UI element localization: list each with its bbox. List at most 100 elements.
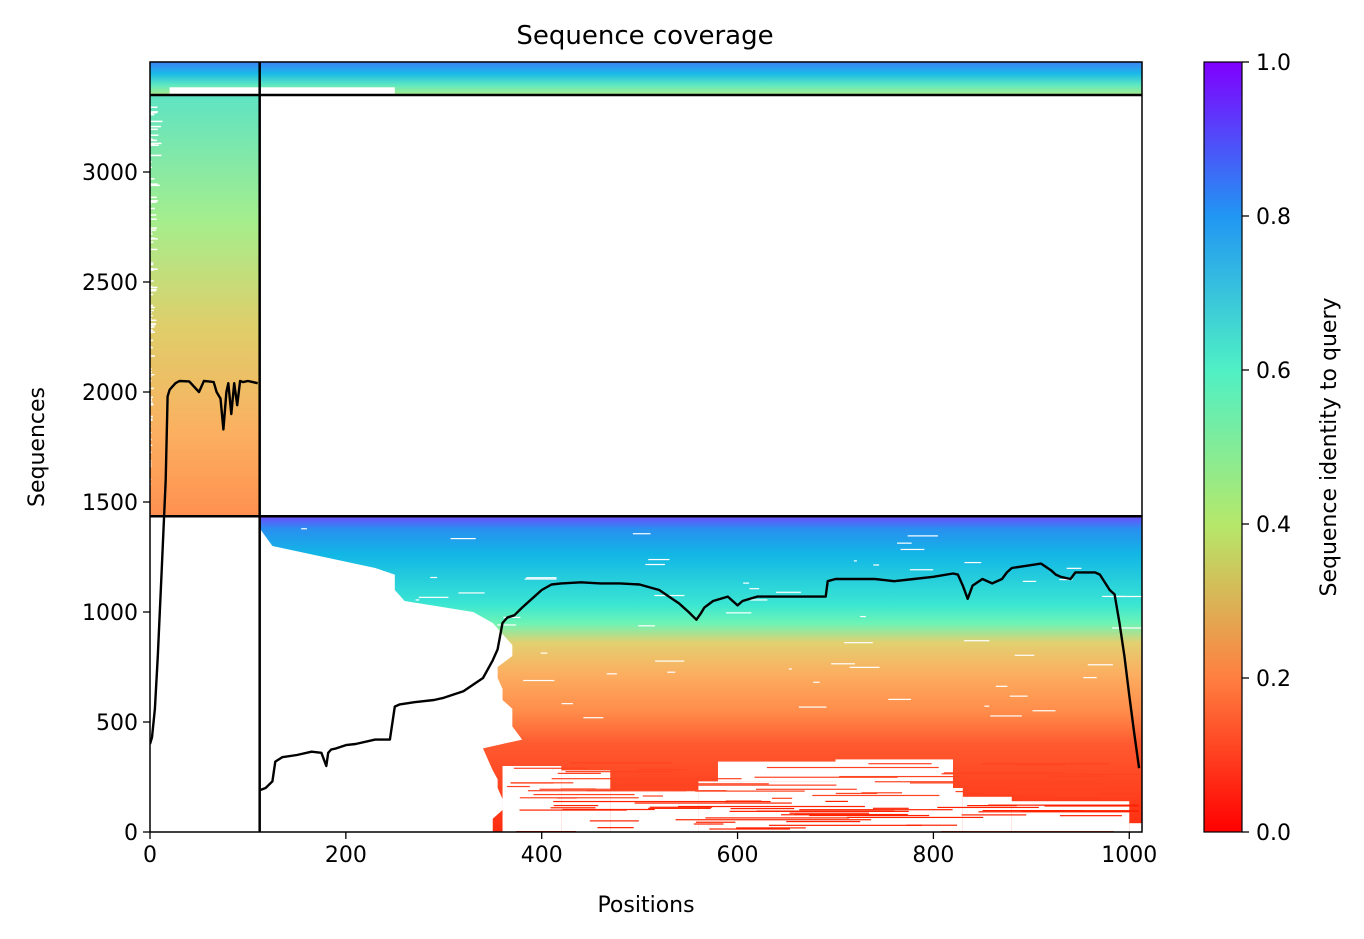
segment-1-gap	[150, 241, 154, 243]
segment-1-gap	[150, 113, 155, 116]
sparse-alignment	[839, 775, 963, 778]
segment-2-gap	[606, 673, 618, 675]
sparse-alignment	[649, 806, 713, 808]
segment-2-gap	[964, 640, 990, 642]
segment-2-gap	[853, 560, 857, 562]
colorbar-ticks: 0.0 0.2 0.4 0.6 0.8 1.0	[1242, 51, 1291, 846]
segment-2-gap	[446, 698, 461, 700]
segment-2-gap	[301, 528, 307, 530]
sparse-alignment	[676, 784, 837, 786]
y-tick-label: 500	[96, 711, 138, 736]
segment-1-gap	[150, 290, 153, 292]
sparse-alignment	[754, 776, 898, 778]
segment-1-gap	[150, 268, 158, 270]
segment-2-gap	[451, 688, 470, 690]
colorbar-label: Sequence identity to query	[1317, 297, 1342, 596]
segment-1-gap	[150, 323, 157, 325]
segment-1-gap	[150, 319, 157, 322]
segment-1-gap	[150, 248, 158, 251]
sparse-alignment	[557, 772, 601, 774]
segment-1-gap	[150, 398, 152, 401]
segment-1-gap	[150, 339, 154, 342]
sparse-alignment	[825, 800, 848, 803]
segment-1-gap	[150, 218, 157, 220]
sparse-alignment	[637, 769, 688, 771]
segment-1-gap	[150, 139, 157, 142]
colorbar-tick-label: 0.8	[1256, 205, 1291, 230]
segment-2-gap	[1110, 595, 1142, 598]
segment-2-gap	[648, 558, 670, 561]
sparse-alignment	[507, 785, 530, 788]
sparse-alignment	[786, 820, 861, 823]
segment-1-gap	[150, 120, 163, 123]
sparse-alignment	[533, 793, 635, 796]
sparse-alignment	[981, 763, 1109, 765]
segment-1-gap	[150, 306, 155, 309]
segment-1-gap	[150, 154, 162, 157]
segment-2-gap	[415, 599, 420, 601]
sparse-alignment	[1056, 794, 1093, 797]
y-tick-label: 2000	[82, 381, 138, 406]
segment-1-gap	[150, 324, 154, 326]
segment-1-gap	[150, 293, 154, 296]
sparse-alignment	[693, 823, 724, 825]
segment-2-gap	[638, 625, 655, 627]
sparse-alignment	[724, 800, 771, 803]
segment-2-gap	[1083, 676, 1097, 679]
segment-2-gap	[561, 703, 573, 705]
segment-1-gap	[150, 237, 155, 239]
segment-2-gap	[873, 564, 880, 566]
x-tick-label: 800	[912, 843, 954, 868]
sparse-alignment	[768, 824, 923, 826]
segment-1-gap	[150, 183, 158, 185]
segment-1-gap	[150, 263, 154, 266]
sparse-alignment	[511, 782, 554, 784]
segment-1-gap	[150, 309, 154, 312]
sparse-alignment	[569, 762, 673, 764]
segment-2-gap	[743, 582, 750, 584]
segment-2-gap	[654, 660, 685, 662]
sparse-alignment	[620, 783, 769, 785]
segment-1-gap	[150, 331, 153, 333]
sparse-alignment	[771, 797, 793, 799]
segment-2-gap	[844, 642, 873, 644]
sparse-alignment	[861, 792, 903, 794]
sparse-alignment	[809, 814, 930, 817]
segment-2-gap	[725, 612, 752, 614]
segment-2-gap	[497, 624, 517, 626]
sparse-alignment	[513, 767, 589, 769]
sparse-alignment	[648, 807, 711, 809]
segment-1-gap	[150, 329, 154, 332]
x-axis-label: Positions	[597, 893, 694, 918]
segment-2-block	[259, 516, 1142, 832]
sparse-alignment	[987, 804, 1139, 806]
sparse-alignment	[678, 805, 865, 808]
segment-1-gap	[150, 207, 155, 210]
segment-2-gap	[813, 681, 820, 683]
sparse-alignment	[794, 813, 908, 816]
segment-1-gap	[150, 373, 155, 376]
segment-1-gap	[150, 229, 157, 231]
sparse-alignment	[736, 827, 806, 829]
segment-2-gap	[418, 679, 450, 681]
segment-1-gap	[150, 286, 158, 289]
sparse-alignment	[943, 772, 1064, 774]
segment-2-gap	[1129, 823, 1142, 832]
segment-1-gap	[150, 134, 159, 136]
segment-1-gap	[150, 280, 154, 282]
segment-2-gap	[775, 591, 801, 593]
segment-1-gap	[150, 346, 153, 349]
sparse-alignment	[642, 795, 664, 797]
colorbar-tick-label: 0.6	[1256, 359, 1291, 384]
sparse-alignment	[1049, 775, 1110, 777]
segment-1-gap	[150, 112, 157, 114]
segment-1-gap	[150, 231, 152, 233]
segment-1-gap	[150, 387, 154, 390]
segment-1-gap	[150, 200, 159, 202]
segment-1-gap	[150, 379, 152, 382]
segment-2-gap	[1032, 710, 1056, 712]
y-axis-label: Sequences	[25, 387, 50, 507]
sparse-alignment	[709, 828, 790, 830]
segment-2-gap	[1066, 567, 1082, 569]
